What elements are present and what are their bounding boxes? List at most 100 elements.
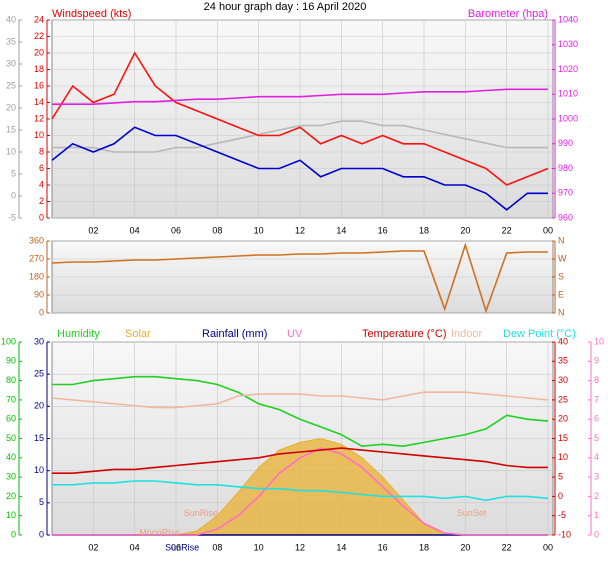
y4-tick-label: 6 <box>594 414 599 424</box>
y4-tick-label: 3 <box>594 471 599 481</box>
y2-tick-label: 5 <box>558 471 563 481</box>
y4-tick-label: 9 <box>594 356 599 366</box>
x-tick-label: 02 <box>88 542 98 552</box>
legend-entry: Temperature (°C) <box>362 328 446 340</box>
y4-tick-label: 8 <box>594 375 599 385</box>
x-tick-label: 16 <box>378 542 388 552</box>
y3-tick-label: 60 <box>6 414 16 424</box>
y-tick-label: 360 <box>29 235 44 245</box>
y-tick-label: 14 <box>34 97 44 107</box>
y-tick-label: 8 <box>39 146 44 156</box>
x-tick-label: 00 <box>543 225 553 235</box>
line <box>52 447 548 474</box>
x-tick-label: 06 <box>171 225 181 235</box>
y3-tick-label: 80 <box>6 375 16 385</box>
y3-tick-label: 40 <box>6 14 16 24</box>
y-tick-label: 2 <box>39 196 44 206</box>
y-tick-label: 24 <box>34 14 44 24</box>
y-tick-label: 20 <box>34 47 44 57</box>
y-tick-label: 5 <box>39 497 44 507</box>
y4-tick-label: 10 <box>594 336 604 346</box>
y4-tick-label: 5 <box>594 433 599 443</box>
line <box>52 88 548 105</box>
y-tick-label: 10 <box>34 465 44 475</box>
y2-tick-label: -5 <box>558 510 566 520</box>
y4-tick-label: 1 <box>594 510 599 520</box>
y3-tick-label: 10 <box>6 510 16 520</box>
y2-tick-label: 30 <box>558 375 568 385</box>
y-tick-label: 4 <box>39 179 44 189</box>
y2-tick-label: N <box>558 307 565 317</box>
y3-tick-label: 40 <box>6 452 16 462</box>
y3-tick-label: 20 <box>6 102 16 112</box>
y2-tick-label: W <box>558 253 567 263</box>
y4-tick-label: 7 <box>594 394 599 404</box>
y3-tick-label: 0 <box>11 529 16 539</box>
line <box>51 51 549 186</box>
x-tick-label: 04 <box>130 225 140 235</box>
y3-tick-label: 70 <box>6 394 16 404</box>
y-tick-label: 30 <box>34 336 44 346</box>
annotation: SunRise <box>184 508 218 518</box>
x-tick-label: 22 <box>502 225 512 235</box>
y-tick-label: 0 <box>39 212 44 222</box>
y2-tick-label: 990 <box>558 138 573 148</box>
x-tick-label: 10 <box>254 225 264 235</box>
y-tick-label: 180 <box>29 271 44 281</box>
legend-entry: Dew Point (°C) <box>503 328 576 340</box>
y2-tick-label: 980 <box>558 163 573 173</box>
annotation: MoonRise <box>139 527 180 537</box>
y4-tick-label: 2 <box>594 491 599 501</box>
y2-tick-label: 15 <box>558 433 568 443</box>
y-tick-label: 25 <box>34 369 44 379</box>
y2-tick-label: 10 <box>558 452 568 462</box>
y-tick-label: 10 <box>34 130 44 140</box>
y3-tick-label: 0 <box>11 190 16 200</box>
y-tick-label: 270 <box>29 253 44 263</box>
y2-tick-label: 960 <box>558 212 573 222</box>
y3-tick-label: 35 <box>6 36 16 46</box>
legend-entry: Rainfall (mm) <box>202 328 267 340</box>
y2-tick-label: 35 <box>558 356 568 366</box>
y3-tick-label: -5 <box>8 212 16 222</box>
y2-tick-label: 970 <box>558 188 573 198</box>
line <box>52 480 549 502</box>
y2-tick-label: 20 <box>558 414 568 424</box>
x-tick-label: 12 <box>295 542 305 552</box>
x-tick-label: 08 <box>212 542 222 552</box>
y-tick-label: 20 <box>34 401 44 411</box>
y3-tick-label: 30 <box>6 471 16 481</box>
y-tick-label: 6 <box>39 163 44 173</box>
y-tick-label: 15 <box>34 433 44 443</box>
y3-tick-label: 10 <box>6 146 16 156</box>
y3-tick-label: 25 <box>6 80 16 90</box>
y-tick-label: 22 <box>34 31 44 41</box>
x-event-label: SunRise <box>165 542 199 552</box>
line <box>51 391 549 409</box>
y4-tick-label: 0 <box>594 529 599 539</box>
y2-tick-label: -10 <box>558 529 571 539</box>
x-tick-label: 14 <box>336 542 346 552</box>
x-tick-label: 16 <box>378 225 388 235</box>
line <box>52 120 548 153</box>
y2-axis-title: Barometer (hpa) <box>468 8 548 20</box>
x-tick-label: 08 <box>212 225 222 235</box>
y4-tick-label: 4 <box>594 452 599 462</box>
y3-tick-label: 30 <box>6 58 16 68</box>
x-tick-label: 00 <box>543 542 553 552</box>
y3-tick-label: 20 <box>6 491 16 501</box>
x-tick-label: 18 <box>419 542 429 552</box>
y2-tick-label: 25 <box>558 394 568 404</box>
y2-tick-label: E <box>558 289 564 299</box>
x-tick-label: 18 <box>419 225 429 235</box>
y-tick-label: 16 <box>34 80 44 90</box>
y2-tick-label: 1000 <box>558 113 578 123</box>
x-tick-label: 06 <box>171 542 181 552</box>
x-tick-label: 14 <box>336 225 346 235</box>
y-tick-label: 12 <box>34 113 44 123</box>
x-tick-label: 04 <box>130 542 140 552</box>
y3-tick-label: 50 <box>6 433 16 443</box>
y2-tick-label: N <box>558 235 565 245</box>
y2-tick-label: S <box>558 271 564 281</box>
